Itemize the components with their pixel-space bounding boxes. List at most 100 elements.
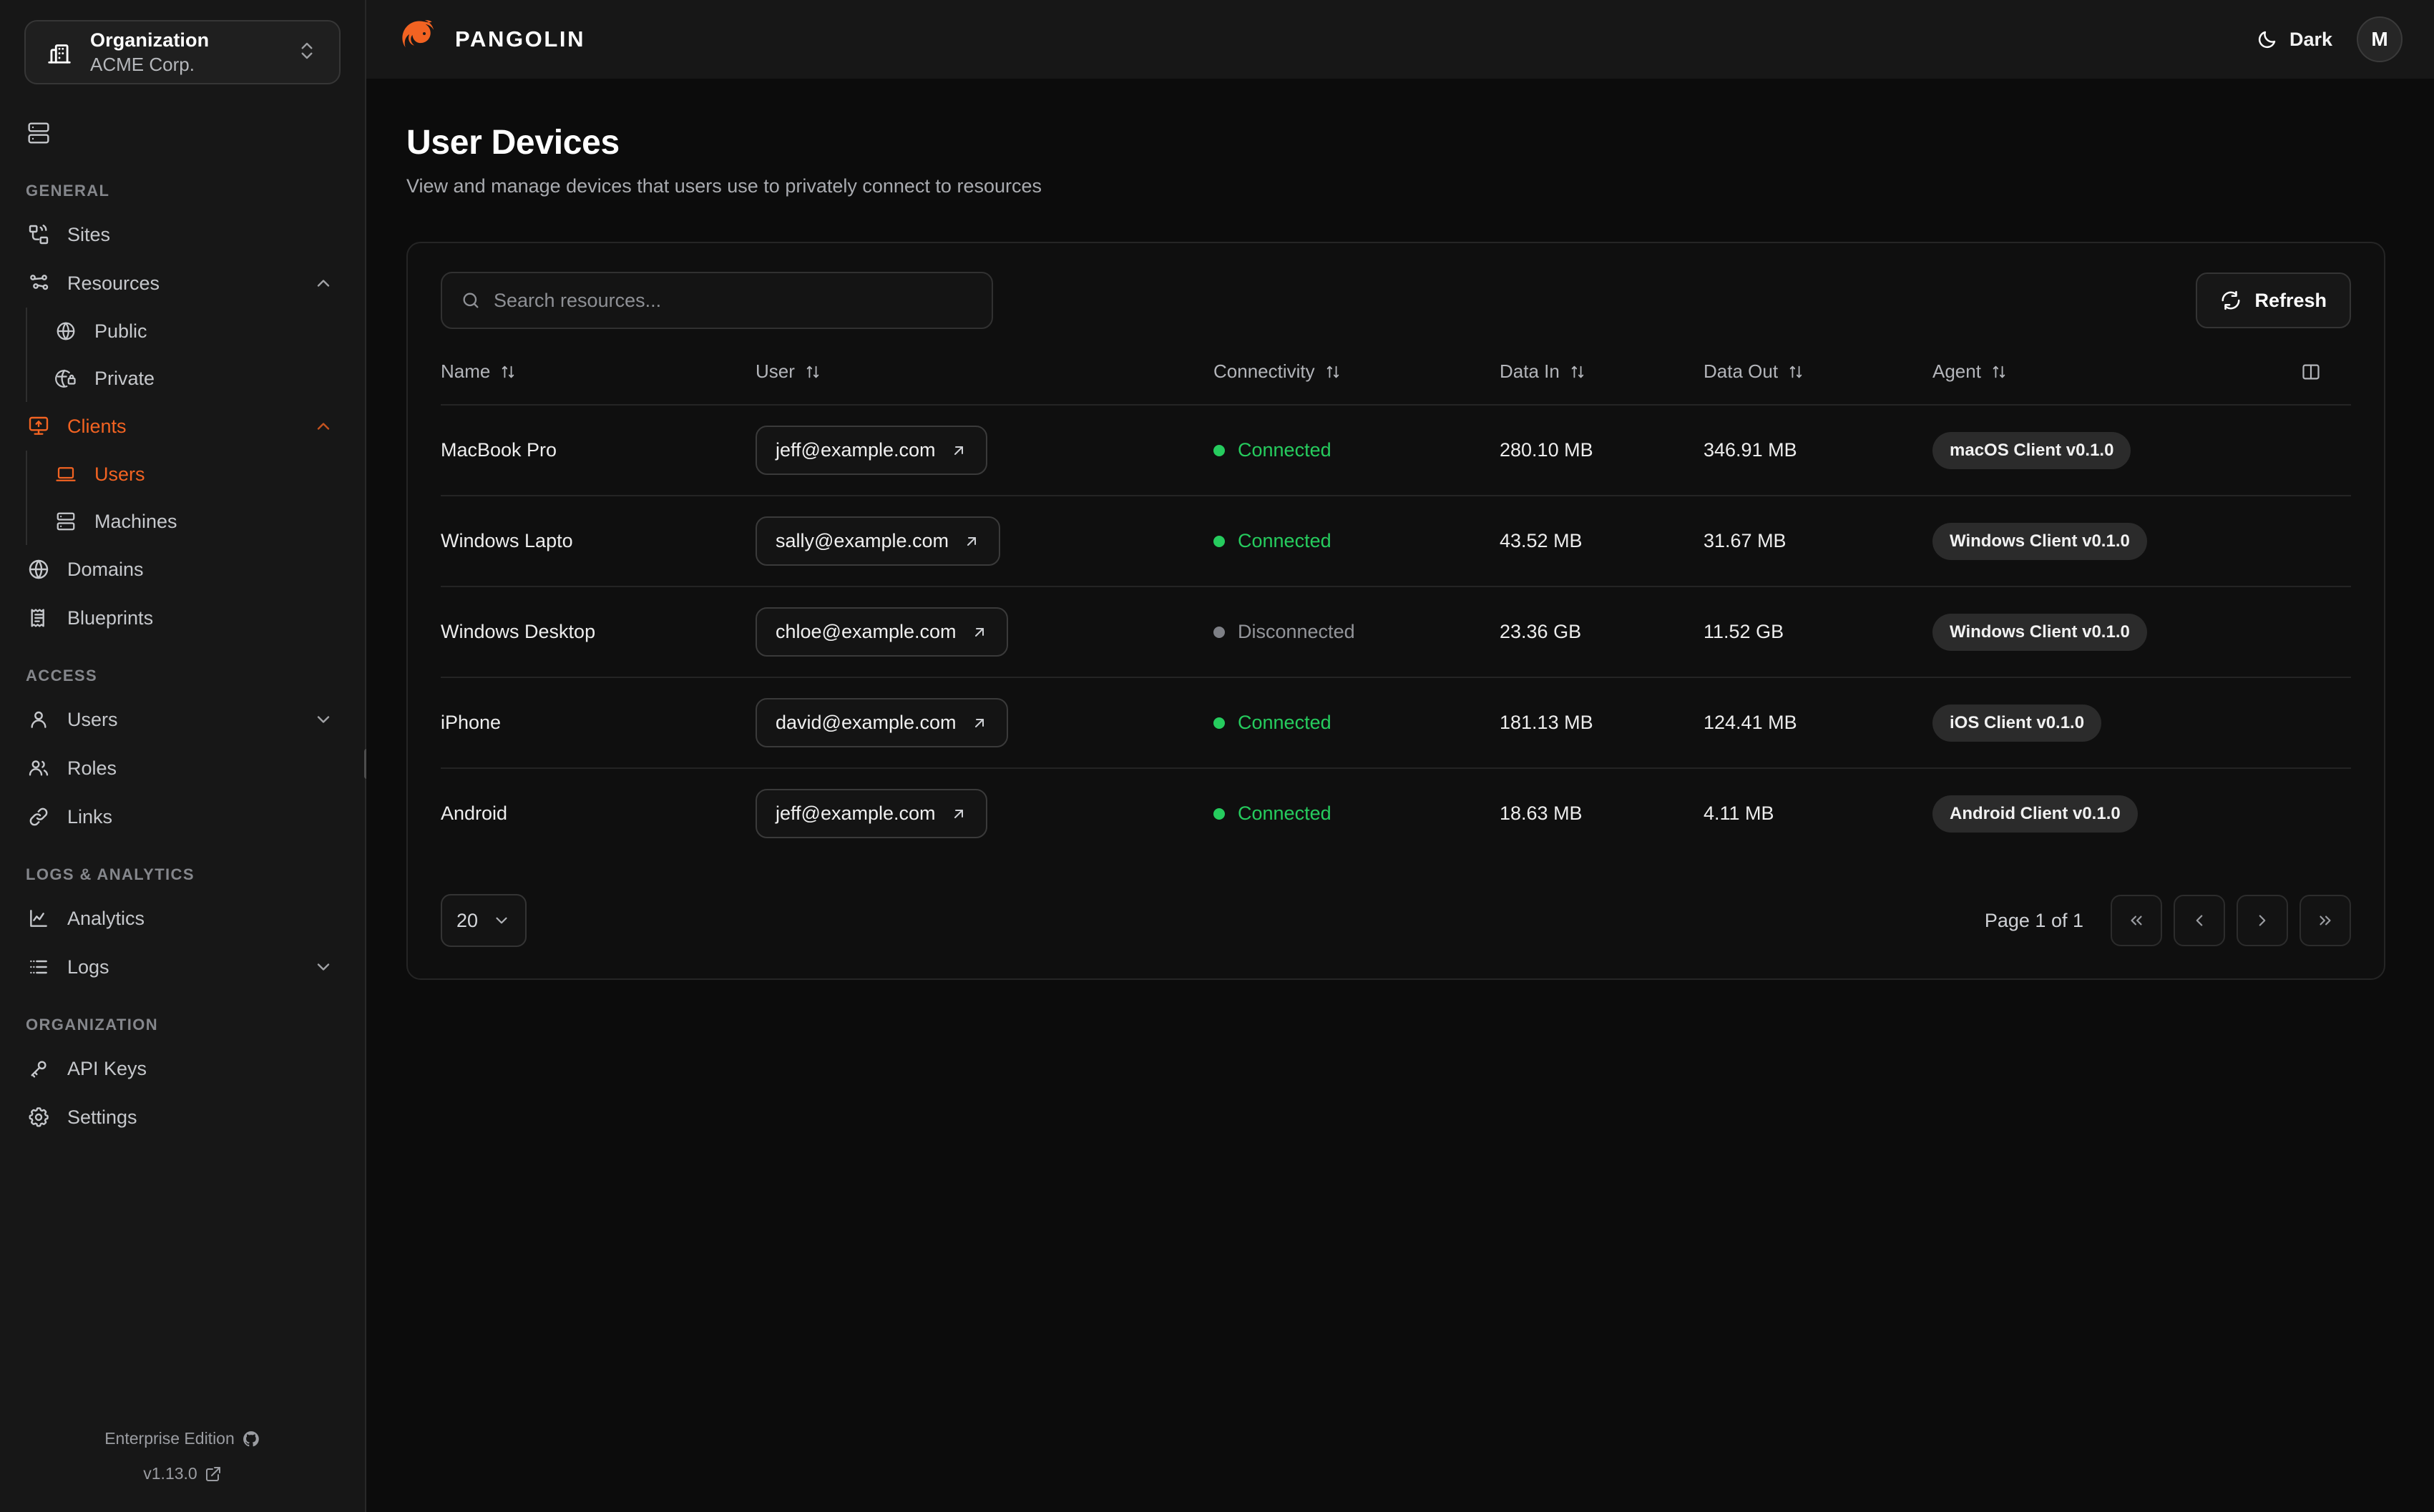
org-switcher[interactable]: Organization ACME Corp.	[24, 20, 341, 84]
column-header-name: Name	[441, 360, 756, 405]
table-row[interactable]: Android jeff@example.com Connected 18.63 MB…	[441, 767, 2351, 858]
cell-options	[2301, 677, 2351, 768]
sidebar-section-logs-analytics: LOGS & ANALYTICS	[26, 865, 195, 883]
chevron-down-icon[interactable]	[312, 708, 335, 731]
sort-data-out[interactable]: Data Out	[1704, 360, 1804, 383]
table-row[interactable]: iPhone david@example.com Connected 181.13 M…	[441, 677, 2351, 768]
cell-data-in: 23.36 GB	[1500, 586, 1704, 677]
sort-agent[interactable]: Agent	[1932, 360, 2007, 383]
user-email: jeff@example.com	[776, 439, 936, 461]
cell-user: jeff@example.com	[756, 767, 1213, 858]
logs-list-icon	[26, 954, 52, 980]
building-icon	[44, 37, 74, 67]
sidebar-item-roles[interactable]: Roles	[0, 744, 365, 792]
sort-data-in[interactable]: Data In	[1500, 360, 1585, 383]
status-label: Connected	[1238, 802, 1331, 825]
edition-link[interactable]: Enterprise Edition	[0, 1429, 365, 1448]
arrow-up-right-icon	[971, 715, 988, 732]
sidebar-item-api-keys[interactable]: API Keys	[0, 1044, 365, 1093]
user-chip[interactable]: jeff@example.com	[756, 789, 987, 838]
globe-icon	[26, 556, 52, 582]
first-page-button[interactable]	[2111, 895, 2162, 946]
table-body: MacBook Pro jeff@example.com Connected 280.…	[441, 404, 2351, 858]
table-row[interactable]: Windows Lapto sally@example.com Connected 4…	[441, 495, 2351, 586]
status-dot-icon	[1213, 717, 1225, 729]
user-email: chloe@example.com	[776, 621, 957, 642]
sort-icon	[805, 364, 821, 380]
sidebar-item-clients[interactable]: Clients	[0, 402, 365, 451]
next-page-button[interactable]	[2237, 895, 2288, 946]
refresh-button[interactable]: Refresh	[2196, 273, 2351, 328]
page-size-value: 20	[456, 909, 479, 931]
cell-name: MacBook Pro	[441, 404, 756, 496]
sidebar-item-label: Roles	[67, 757, 117, 779]
user-email: sally@example.com	[776, 530, 949, 551]
sort-user[interactable]: User	[756, 360, 821, 383]
search-box[interactable]	[441, 272, 993, 329]
sidebar-item-logs[interactable]: Logs	[0, 943, 365, 991]
server-icon	[53, 509, 79, 534]
user-chip[interactable]: david@example.com	[756, 698, 1008, 747]
agent-badge: Windows Client v0.1.0	[1932, 522, 2147, 560]
sidebar-item-links[interactable]: Links	[0, 792, 365, 841]
previous-page-button[interactable]	[2174, 895, 2225, 946]
sidebar-item-users-access[interactable]: Users	[0, 695, 365, 744]
status-badge: Connected	[1213, 712, 1331, 734]
agent-badge: macOS Client v0.1.0	[1932, 431, 2131, 469]
cell-user: david@example.com	[756, 677, 1213, 768]
sidebar-item-label: Analytics	[67, 907, 145, 929]
arrow-up-right-icon	[950, 442, 967, 459]
cell-agent: Windows Client v0.1.0	[1932, 495, 2301, 586]
brand[interactable]: PANGOLIN	[399, 19, 585, 60]
user-chip[interactable]: sally@example.com	[756, 516, 1000, 566]
sidebar-item-blueprints[interactable]: Blueprints	[0, 594, 365, 642]
table-row[interactable]: Windows Desktop chloe@example.com Disconne…	[441, 586, 2351, 677]
status-dot-icon	[1213, 807, 1225, 820]
chevron-up-icon[interactable]	[312, 415, 335, 438]
cell-data-in: 280.10 MB	[1500, 404, 1704, 496]
chevron-up-icon[interactable]	[312, 272, 335, 295]
sidebar-section-general: GENERAL	[26, 182, 110, 200]
chart-line-icon	[26, 905, 52, 931]
topbar: PANGOLIN Dark M	[366, 0, 2434, 79]
card-footer: 20 Page 1 of 1	[441, 894, 2351, 947]
sidebar-item-label: Settings	[67, 1106, 137, 1128]
page-title: User Devices	[406, 124, 620, 162]
search-input[interactable]	[494, 289, 973, 312]
sidebar-item-sites[interactable]: Sites	[0, 210, 365, 259]
sidebar-item-public[interactable]: Public	[27, 308, 365, 355]
sidebar-item-machines[interactable]: Machines	[27, 498, 365, 545]
sidebar-item-analytics[interactable]: Analytics	[0, 894, 365, 943]
cell-data-out: 346.91 MB	[1704, 404, 1932, 496]
theme-toggle[interactable]: Dark	[2257, 29, 2332, 51]
user-chip[interactable]: jeff@example.com	[756, 426, 987, 475]
server-icon	[26, 120, 52, 146]
users-icon	[26, 755, 52, 781]
user-email: david@example.com	[776, 712, 957, 733]
sidebar-item-settings[interactable]: Settings	[0, 1093, 365, 1142]
version-link[interactable]: v1.13.0	[0, 1464, 365, 1483]
sidebar-item-label: Clients	[67, 415, 127, 437]
columns-toggle-icon[interactable]	[2301, 362, 2351, 382]
sidebar-item-resources[interactable]: Resources	[0, 259, 365, 308]
sidebar-item-private[interactable]: Private	[27, 355, 365, 402]
devices-table: Name User	[441, 360, 2351, 858]
status-badge: Disconnected	[1213, 621, 1355, 643]
last-page-button[interactable]	[2299, 895, 2351, 946]
user-chip[interactable]: chloe@example.com	[756, 607, 1008, 657]
sidebar-item-domains[interactable]: Domains	[0, 545, 365, 594]
page-size-select[interactable]: 20	[441, 894, 527, 947]
github-icon	[242, 1430, 260, 1448]
sidebar-item-users-clients[interactable]: Users	[27, 451, 365, 498]
edition-label: Enterprise Edition	[104, 1429, 235, 1448]
table-row[interactable]: MacBook Pro jeff@example.com Connected 280.…	[441, 404, 2351, 496]
cell-data-in: 181.13 MB	[1500, 677, 1704, 768]
table-head: Name User	[441, 360, 2351, 405]
sidebar-item-server-admin[interactable]	[0, 109, 365, 157]
avatar[interactable]: M	[2357, 16, 2403, 62]
sidebar-item-label: API Keys	[67, 1057, 147, 1079]
sort-connectivity[interactable]: Connectivity	[1213, 360, 1341, 383]
arrow-up-right-icon	[950, 805, 967, 823]
sort-name[interactable]: Name	[441, 360, 516, 383]
chevron-down-icon[interactable]	[312, 956, 335, 978]
